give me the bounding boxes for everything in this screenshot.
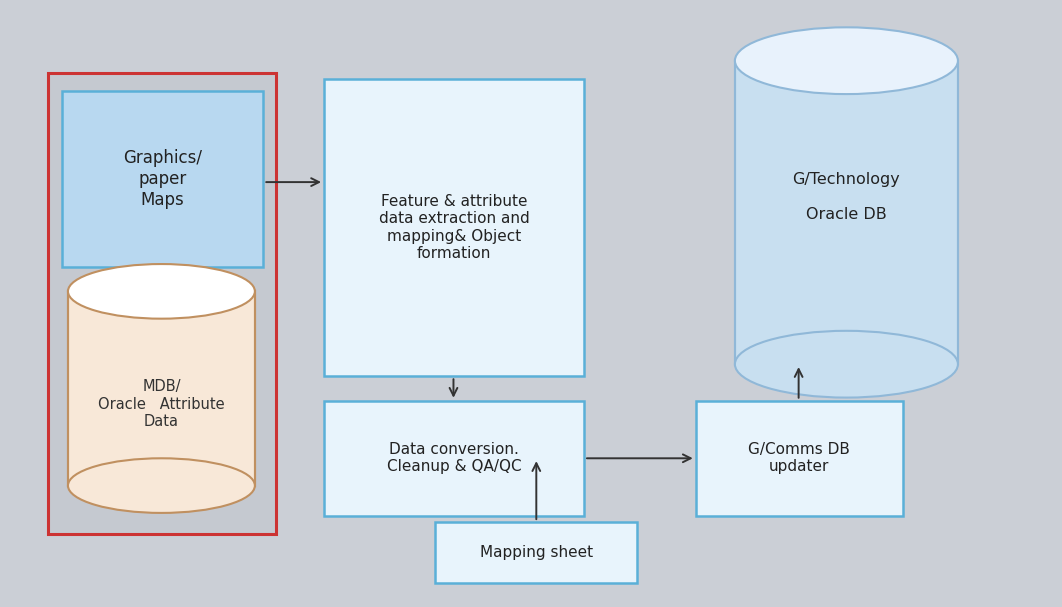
- FancyBboxPatch shape: [324, 401, 584, 516]
- Ellipse shape: [68, 264, 255, 319]
- Ellipse shape: [68, 458, 255, 513]
- FancyBboxPatch shape: [324, 79, 584, 376]
- Text: G/Comms DB
updater: G/Comms DB updater: [749, 442, 850, 475]
- FancyBboxPatch shape: [48, 73, 276, 534]
- Ellipse shape: [735, 27, 958, 94]
- Text: Feature & attribute
data extraction and
mapping& Object
formation: Feature & attribute data extraction and …: [379, 194, 529, 261]
- Text: Data conversion.
Cleanup & QA/QC: Data conversion. Cleanup & QA/QC: [387, 442, 521, 475]
- FancyBboxPatch shape: [735, 61, 958, 364]
- FancyBboxPatch shape: [435, 522, 637, 583]
- Ellipse shape: [735, 331, 958, 398]
- Text: Mapping sheet: Mapping sheet: [480, 545, 593, 560]
- FancyBboxPatch shape: [62, 91, 263, 267]
- Text: Graphics/
paper
Maps: Graphics/ paper Maps: [123, 149, 202, 209]
- FancyBboxPatch shape: [696, 401, 903, 516]
- Text: G/Technology

Oracle DB: G/Technology Oracle DB: [792, 172, 901, 222]
- Text: MDB/
Oracle   Attribute
Data: MDB/ Oracle Attribute Data: [98, 379, 225, 429]
- FancyBboxPatch shape: [68, 291, 255, 486]
